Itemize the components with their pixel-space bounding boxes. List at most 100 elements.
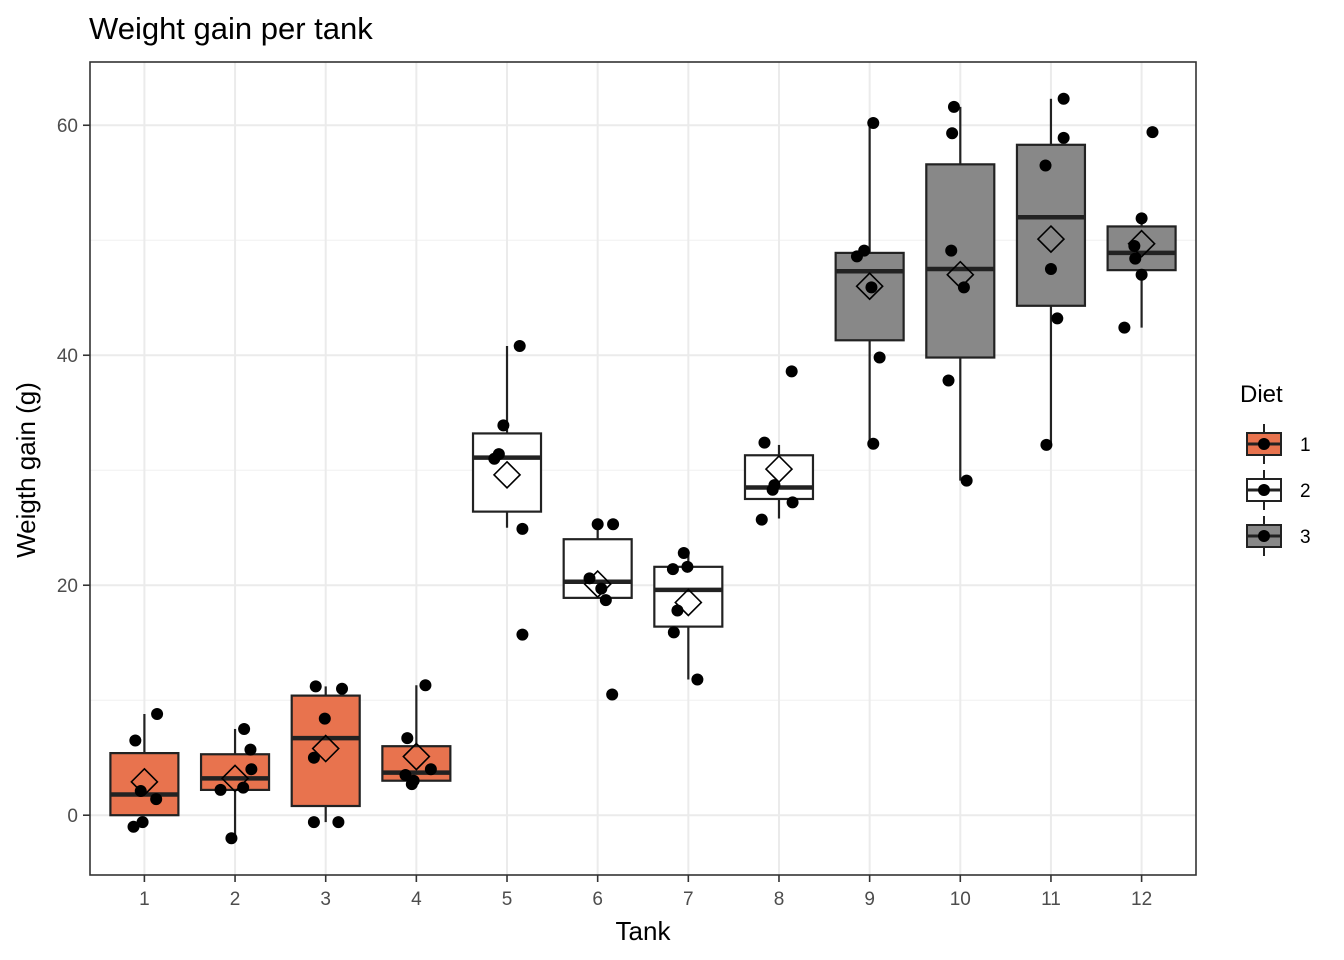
legend: Diet 1 2 3: [1240, 381, 1311, 556]
data-point: [858, 244, 871, 257]
data-point: [786, 496, 799, 509]
data-point: [867, 437, 880, 450]
data-point: [681, 560, 694, 573]
mean-marker: [220, 764, 250, 793]
legend-key-point: [1258, 530, 1270, 542]
box-tank-12: [1106, 126, 1177, 334]
data-point: [492, 448, 505, 461]
box-tank-7: [653, 547, 724, 686]
legend-title: Diet: [1240, 381, 1283, 408]
data-point: [136, 816, 149, 829]
data-point: [245, 763, 258, 776]
box-body: [290, 694, 361, 808]
data-point: [513, 340, 526, 353]
box-tank-8: [743, 365, 815, 526]
data-point: [516, 522, 529, 535]
data-point: [336, 682, 349, 695]
x-tick-label: 1: [139, 889, 150, 910]
x-axis-title: Tank: [616, 916, 672, 946]
box-tank-5: [471, 340, 543, 641]
data-point: [1044, 262, 1057, 275]
data-point: [401, 732, 414, 745]
data-point: [607, 518, 620, 531]
data-point: [1146, 126, 1159, 139]
x-tick-label: 3: [320, 889, 331, 910]
x-tick-label: 5: [502, 889, 513, 910]
data-point: [127, 820, 140, 833]
data-point: [1040, 438, 1053, 451]
data-point: [151, 708, 164, 721]
data-point: [758, 436, 771, 449]
data-point: [1057, 92, 1070, 105]
data-point: [945, 244, 958, 257]
data-point: [1118, 321, 1131, 334]
data-point: [419, 679, 432, 692]
mean-marker: [855, 272, 884, 301]
chart-title: Weight gain per tank: [89, 11, 373, 46]
mean-marker: [583, 569, 612, 599]
data-point: [873, 351, 886, 364]
data-point: [307, 816, 320, 829]
data-point: [1129, 252, 1142, 265]
y-tick-label: 40: [57, 346, 78, 367]
data-point: [244, 743, 257, 756]
panel-background: [90, 62, 1196, 875]
mean-marker: [946, 260, 975, 289]
legend-label: 1: [1300, 435, 1311, 456]
data-point: [867, 116, 880, 129]
y-axis-title: Weigth gain (g): [11, 382, 41, 558]
legend-item-diet-3: 3: [1246, 516, 1311, 556]
mean-marker: [311, 734, 340, 763]
data-point: [942, 374, 955, 387]
mean-marker: [1036, 224, 1066, 254]
mean-marker: [492, 460, 522, 489]
data-point: [225, 832, 238, 845]
data-point: [1051, 312, 1064, 325]
x-tick-label: 10: [950, 889, 971, 910]
mean-marker: [674, 588, 703, 617]
data-point: [947, 100, 960, 113]
data-point: [755, 513, 768, 526]
box-body: [471, 432, 543, 513]
box-tank-9: [834, 116, 905, 450]
data-point: [768, 479, 781, 492]
data-point: [671, 604, 684, 617]
data-point: [424, 763, 437, 776]
legend-key-point: [1258, 484, 1270, 496]
data-point: [150, 793, 163, 806]
box-tank-2: [199, 722, 271, 845]
data-point: [399, 768, 412, 781]
data-point: [1057, 131, 1070, 144]
box-tank-4: [381, 679, 452, 791]
legend-item-diet-2: 2: [1246, 470, 1311, 510]
box-tank-11: [1015, 92, 1087, 451]
data-point: [785, 365, 798, 378]
data-point: [318, 712, 331, 725]
mean-marker: [130, 767, 159, 796]
x-tick-label: 2: [230, 889, 241, 910]
box-body: [743, 454, 815, 501]
data-point: [129, 734, 142, 747]
box-body: [199, 753, 271, 792]
box-tank-3: [290, 680, 361, 829]
data-point: [1135, 268, 1148, 281]
data-point: [307, 751, 320, 764]
x-tick-label: 7: [683, 889, 694, 910]
data-point: [606, 688, 619, 701]
data-point: [237, 781, 250, 794]
y-tick-label: 0: [67, 806, 78, 827]
y-tick-label: 60: [57, 116, 78, 137]
data-point: [865, 281, 878, 294]
data-point: [1039, 159, 1052, 172]
x-tick-label: 6: [592, 889, 603, 910]
legend-item-diet-1: 1: [1246, 424, 1311, 464]
data-point: [238, 722, 251, 735]
data-point: [1128, 239, 1141, 252]
data-point: [516, 628, 529, 641]
data-point: [946, 127, 959, 140]
box-body: [1106, 225, 1177, 272]
data-point: [1135, 212, 1148, 225]
data-point: [497, 419, 510, 432]
